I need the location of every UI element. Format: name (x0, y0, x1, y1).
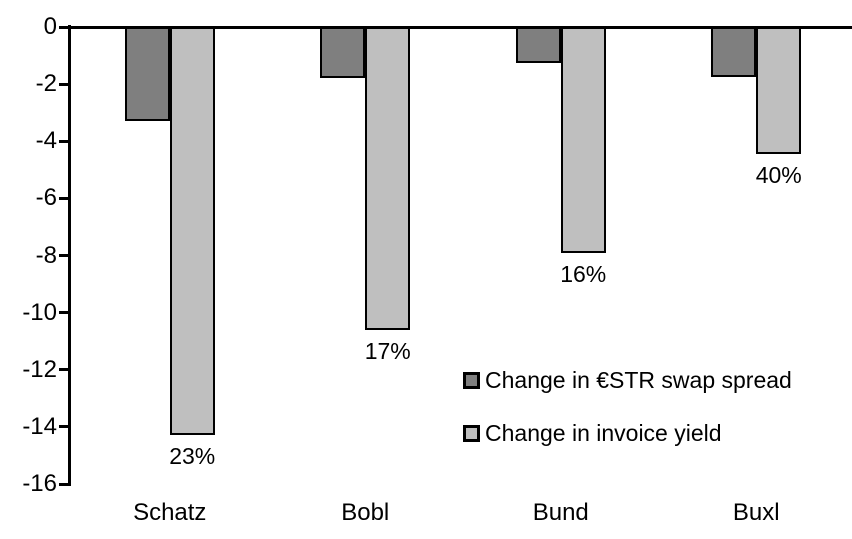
y-axis-tick-label: -10 (22, 298, 57, 326)
legend-label-swap-spread: Change in €STR swap spread (485, 367, 792, 393)
x-axis-zero-line (68, 25, 852, 29)
y-axis-tick-label: 0 (43, 13, 57, 40)
y-axis-tick-label: -12 (22, 355, 57, 383)
legend-item-invoice-yield: Change in invoice yield (463, 420, 792, 446)
bar-value-label-schatz: 23% (169, 443, 216, 470)
bar-buxl-invoice-yield (756, 27, 802, 155)
x-axis-category-label-bobl: Bobl (341, 499, 390, 526)
y-axis-tick-label: -14 (22, 412, 57, 440)
legend-label-invoice-yield: Change in invoice yield (485, 420, 722, 446)
legend: Change in €STR swap spread Change in inv… (463, 367, 792, 477)
bar-value-label-bund: 16% (560, 260, 607, 287)
y-axis-tick-label: -6 (35, 184, 57, 212)
x-axis-category-label-buxl: Buxl (732, 499, 780, 526)
bar-buxl-swap-spread (711, 27, 757, 77)
y-axis-tick-label: -2 (35, 70, 57, 98)
y-axis-tick-label: -4 (35, 127, 57, 155)
bar-value-label-bobl: 17% (364, 337, 411, 364)
legend-item-swap-spread: Change in €STR swap spread (463, 367, 792, 393)
bar-bund-invoice-yield (560, 27, 606, 253)
y-axis-tick-label: -8 (35, 241, 57, 269)
bar-schatz-invoice-yield (169, 27, 215, 436)
y-axis-tick (59, 368, 68, 372)
y-axis-tick-label: -16 (22, 470, 57, 497)
y-axis-tick (59, 425, 68, 429)
bar-value-label-buxl: 40% (755, 162, 802, 189)
bar-schatz-swap-spread (124, 27, 170, 122)
y-axis-tick (59, 482, 68, 486)
y-axis-tick (59, 25, 68, 29)
x-axis-category-label-schatz: Schatz (133, 499, 207, 526)
x-axis-category-label-bund: Bund (532, 499, 589, 526)
y-axis-line (68, 25, 71, 486)
y-axis-tick (59, 139, 68, 143)
legend-swatch-invoice-yield-icon (463, 424, 480, 442)
y-axis-tick (59, 254, 68, 257)
bar-bobl-swap-spread (320, 27, 366, 79)
legend-swatch-swap-spread-icon (463, 371, 480, 389)
y-axis-tick (59, 311, 68, 315)
bar-bund-swap-spread (515, 27, 561, 63)
y-axis-tick (59, 82, 68, 86)
bar-bobl-invoice-yield (365, 27, 411, 330)
y-axis-tick (59, 196, 68, 200)
